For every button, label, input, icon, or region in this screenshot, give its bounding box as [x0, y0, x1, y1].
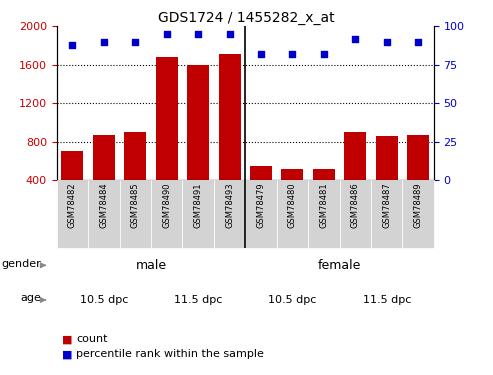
Bar	[124, 132, 146, 180]
Text: GSM78487: GSM78487	[382, 182, 391, 228]
Point	[194, 31, 202, 37]
Point	[163, 31, 171, 37]
FancyBboxPatch shape	[57, 180, 88, 248]
Text: ■: ■	[62, 334, 72, 344]
Text: female: female	[318, 259, 361, 272]
FancyBboxPatch shape	[119, 180, 151, 248]
FancyBboxPatch shape	[371, 180, 402, 248]
FancyBboxPatch shape	[182, 180, 214, 248]
Text: GSM78486: GSM78486	[351, 182, 360, 228]
Text: GDS1724 / 1455282_x_at: GDS1724 / 1455282_x_at	[158, 11, 335, 25]
Point	[383, 39, 390, 45]
Text: 11.5 dpc: 11.5 dpc	[362, 295, 411, 305]
Text: GSM78482: GSM78482	[68, 182, 77, 228]
Text: percentile rank within the sample: percentile rank within the sample	[76, 350, 264, 359]
FancyBboxPatch shape	[308, 180, 340, 248]
Text: 10.5 dpc: 10.5 dpc	[268, 295, 317, 305]
Point	[320, 51, 328, 57]
Point	[69, 42, 76, 48]
Point	[226, 31, 234, 37]
Text: male: male	[136, 259, 167, 272]
Bar	[62, 151, 83, 180]
Text: GSM78485: GSM78485	[131, 182, 140, 228]
Bar	[250, 166, 272, 180]
Bar	[313, 169, 335, 180]
Text: age: age	[20, 293, 41, 303]
Bar	[407, 135, 429, 180]
Point	[131, 39, 139, 45]
Point	[414, 39, 422, 45]
Bar	[218, 54, 241, 180]
Bar	[376, 136, 398, 180]
Text: GSM78489: GSM78489	[414, 182, 423, 228]
Text: 10.5 dpc: 10.5 dpc	[80, 295, 128, 305]
Text: GSM78484: GSM78484	[99, 182, 108, 228]
Text: GSM78490: GSM78490	[162, 182, 171, 228]
FancyBboxPatch shape	[402, 180, 434, 248]
Text: GSM78493: GSM78493	[225, 182, 234, 228]
Text: GSM78491: GSM78491	[194, 182, 203, 228]
Text: GSM78479: GSM78479	[256, 182, 266, 228]
Point	[288, 51, 296, 57]
Point	[100, 39, 108, 45]
FancyBboxPatch shape	[88, 180, 119, 248]
Point	[257, 51, 265, 57]
Bar	[156, 57, 177, 180]
FancyBboxPatch shape	[340, 180, 371, 248]
FancyBboxPatch shape	[245, 180, 277, 248]
Text: GSM78481: GSM78481	[319, 182, 328, 228]
Bar	[93, 135, 115, 180]
Bar	[282, 170, 303, 180]
Bar	[344, 132, 366, 180]
Text: 11.5 dpc: 11.5 dpc	[174, 295, 222, 305]
Bar	[187, 64, 209, 180]
Text: count: count	[76, 334, 108, 344]
Text: gender: gender	[1, 258, 41, 268]
Text: GSM78480: GSM78480	[288, 182, 297, 228]
Point	[352, 36, 359, 42]
FancyBboxPatch shape	[151, 180, 182, 248]
Text: ■: ■	[62, 350, 72, 359]
FancyBboxPatch shape	[277, 180, 308, 248]
FancyBboxPatch shape	[214, 180, 245, 248]
